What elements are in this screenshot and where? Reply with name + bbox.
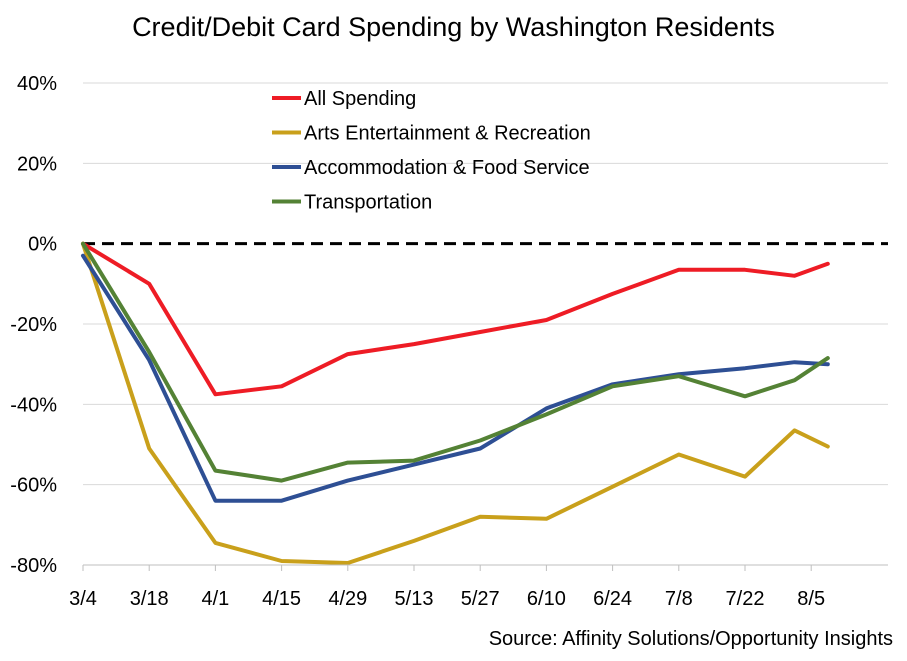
- x-tick-label: 3/18: [130, 588, 169, 610]
- x-tick-label: 3/4: [69, 588, 97, 610]
- legend-label: Arts Entertainment & Recreation: [304, 123, 591, 145]
- gridlines: [83, 82, 888, 566]
- y-tick-label: -60%: [10, 475, 57, 497]
- x-tick-label: 5/27: [461, 588, 500, 610]
- x-tick-label: 6/10: [527, 588, 566, 610]
- x-tick-label: 7/8: [665, 588, 693, 610]
- y-tick-label: 20%: [17, 153, 57, 175]
- x-tick-label: 4/15: [262, 588, 301, 610]
- axes: 40% 20% 0% -20% -40% -60% -80% 3/4 3/18 4/1 4/15 4/…: [10, 73, 888, 610]
- legend-label: All Spending: [304, 88, 416, 110]
- y-tick-label: -80%: [10, 555, 57, 577]
- x-tick-label: 4/29: [328, 588, 367, 610]
- x-tick-label: 4/1: [201, 588, 229, 610]
- series-line-arts-entertainment-recreation: [81, 241, 830, 565]
- x-tick-label: 7/22: [726, 588, 765, 610]
- series-line-all-spending: [81, 241, 830, 397]
- y-tick-label: -20%: [10, 314, 57, 336]
- legend-label: Accommodation & Food Service: [304, 157, 590, 179]
- legend: All Spending Arts Entertainment & Recreat…: [272, 88, 591, 214]
- x-tick-label: 8/5: [797, 588, 825, 610]
- source-note: Source: Affinity Solutions/Opportunity I…: [488, 628, 893, 650]
- series-line-transportation: [81, 241, 830, 483]
- series-line-accommodation-food-service: [81, 253, 830, 503]
- x-tick-label: 6/24: [593, 588, 632, 610]
- legend-label: Transportation: [304, 192, 432, 214]
- chart-title: Credit/Debit Card Spending by Washington…: [132, 12, 775, 42]
- series-lines: [81, 241, 830, 565]
- y-tick-label: 0%: [28, 234, 57, 256]
- y-tick-label: -40%: [10, 394, 57, 416]
- x-tick-label: 5/13: [395, 588, 434, 610]
- y-tick-label: 40%: [17, 73, 57, 95]
